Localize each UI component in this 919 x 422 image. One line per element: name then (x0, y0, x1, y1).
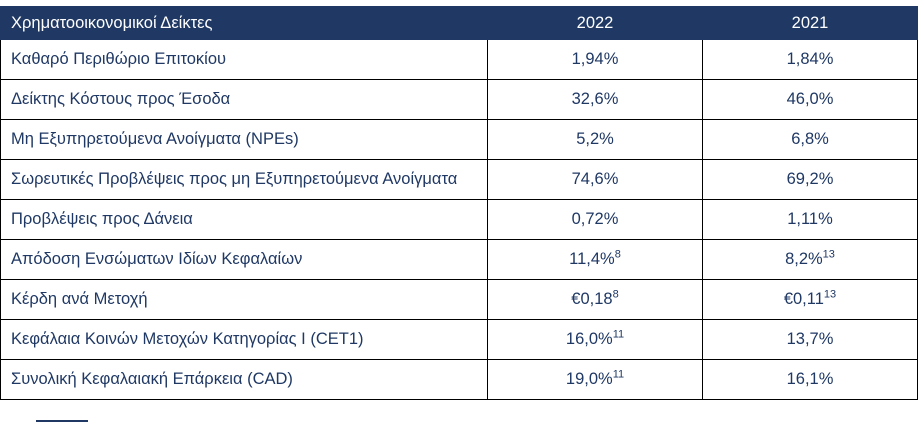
value-2021-cell: 69,2% (702, 159, 918, 200)
value-2022: €0,18 (571, 290, 613, 308)
value-2021: €0,11 (783, 290, 824, 308)
value-2022-cell: 5,2% (487, 119, 703, 160)
value-2021: 46,0% (786, 90, 834, 108)
value-2022: 19,0% (565, 370, 613, 388)
table-row: Κεφάλαια Κοινών Μετοχών Κατηγορίας Ι (CE… (0, 319, 918, 360)
value-2021: 8,2% (785, 250, 823, 268)
header-year-2022: 2022 (487, 6, 703, 40)
row-label-cell: Κεφάλαια Κοινών Μετοχών Κατηγορίας Ι (CE… (0, 319, 488, 360)
footnote-ref: 13 (823, 288, 837, 301)
header-indicators: Χρηματοοικονομικοί Δείκτες (0, 6, 488, 40)
row-label-cell: Συνολική Κεφαλαιακή Επάρκεια (CAD) (0, 359, 488, 400)
row-label-cell: Κέρδη ανά Μετοχή (0, 279, 488, 320)
value-2022: 16,0% (565, 330, 613, 348)
value-2021: 69,2% (786, 170, 834, 188)
table-row: Κέρδη ανά Μετοχή €0,188 €0,1113 (0, 279, 918, 320)
value-2021: 13,7% (786, 330, 834, 348)
value-2021: 1,84% (786, 50, 834, 68)
value-2021-cell: €0,1113 (702, 279, 918, 320)
value-2021-cell: 16,1% (702, 359, 918, 400)
value-2022: 5,2% (576, 130, 614, 148)
row-label-cell: Δείκτης Κόστους προς Έσοδα (0, 79, 488, 120)
value-2022: 74,6% (571, 170, 619, 188)
value-2021-cell: 1,11% (702, 199, 918, 240)
value-2021-cell: 8,2%13 (702, 239, 918, 280)
table-row: Καθαρό Περιθώριο Επιτοκίου 1,94% 1,84% (0, 39, 918, 80)
value-2022: 0,72% (571, 210, 619, 228)
footnote-ref: 11 (612, 328, 625, 341)
table-row: Συνολική Κεφαλαιακή Επάρκεια (CAD) 19,0%… (0, 359, 918, 400)
value-2021-cell: 6,8% (702, 119, 918, 160)
value-2022-cell: 1,94% (487, 39, 703, 80)
value-2022-cell: 11,4%8 (487, 239, 703, 280)
value-2022: 11,4% (569, 250, 615, 268)
value-2022-cell: 16,0%11 (487, 319, 703, 360)
row-label-cell: Σωρευτικές Προβλέψεις προς μη Εξυπηρετού… (0, 159, 488, 200)
value-2021-cell: 46,0% (702, 79, 918, 120)
value-2022-cell: 0,72% (487, 199, 703, 240)
value-2022: 32,6% (571, 90, 619, 108)
footnote-ref: 11 (612, 368, 625, 381)
table-header-row: Χρηματοοικονομικοί Δείκτες 2022 2021 (0, 6, 918, 40)
row-label-cell: Μη Εξυπηρετούμενα Ανοίγματα (NPEs) (0, 119, 488, 160)
value-2021: 1,11% (787, 210, 833, 228)
value-2022-cell: 32,6% (487, 79, 703, 120)
footnote-ref: 8 (612, 288, 619, 301)
footnote-ref: 8 (614, 248, 621, 261)
value-2021-cell: 13,7% (702, 319, 918, 360)
value-2021: 6,8% (791, 130, 829, 148)
financial-ratios-page: Χρηματοοικονομικοί Δείκτες 2022 2021 Καθ… (0, 6, 919, 422)
value-2022-cell: €0,188 (487, 279, 703, 320)
table-row: Δείκτης Κόστους προς Έσοδα 32,6% 46,0% (0, 79, 918, 120)
cutoff-next-element-bar (36, 420, 88, 422)
value-2022-cell: 19,0%11 (487, 359, 703, 400)
value-2021-cell: 1,84% (702, 39, 918, 80)
row-label-cell: Καθαρό Περιθώριο Επιτοκίου (0, 39, 488, 80)
footnote-ref: 13 (822, 248, 835, 261)
table-row: Προβλέψεις προς Δάνεια 0,72% 1,11% (0, 199, 918, 240)
header-year-2021: 2021 (702, 6, 918, 40)
value-2022-cell: 74,6% (487, 159, 703, 200)
table-row: Απόδοση Ενσώματων Ιδίων Κεφαλαίων 11,4%8… (0, 239, 918, 280)
value-2021: 16,1% (786, 370, 834, 388)
table-row: Μη Εξυπηρετούμενα Ανοίγματα (NPEs) 5,2% … (0, 119, 918, 160)
table-row: Σωρευτικές Προβλέψεις προς μη Εξυπηρετού… (0, 159, 918, 200)
value-2022: 1,94% (571, 50, 619, 68)
row-label-cell: Απόδοση Ενσώματων Ιδίων Κεφαλαίων (0, 239, 488, 280)
row-label-cell: Προβλέψεις προς Δάνεια (0, 199, 488, 240)
financial-ratios-table: Χρηματοοικονομικοί Δείκτες 2022 2021 Καθ… (0, 6, 918, 400)
